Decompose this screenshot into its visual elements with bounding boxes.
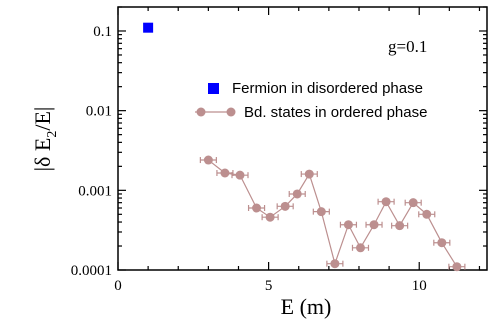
data-point-circle xyxy=(343,220,353,230)
data-point-circle xyxy=(265,212,275,222)
x-tick-label: 0 xyxy=(114,278,122,294)
data-point-circle xyxy=(437,238,447,248)
y-axis-title-post: /E| xyxy=(30,107,55,131)
y-tick-label: 0.001 xyxy=(78,183,112,199)
data-point-circle xyxy=(235,170,245,180)
plot-frame xyxy=(117,6,488,271)
y-tick-label: 0.1 xyxy=(93,24,112,40)
legend: Fermion in disordered phase Bd. states i… xyxy=(195,80,427,121)
data-point-circle xyxy=(422,209,432,219)
data-point-circle xyxy=(381,197,391,207)
data-point-circle xyxy=(355,243,365,253)
y-axis-title-sub: 2 xyxy=(45,131,60,138)
legend-marker-fermion xyxy=(208,83,219,94)
data-point-circle xyxy=(316,207,326,217)
annotation-text: g=0.1 xyxy=(388,37,427,56)
series-1 xyxy=(199,155,466,272)
y-axis-title: |δ E2/E| xyxy=(30,107,60,172)
data-point-circle xyxy=(330,259,340,269)
x-tick-label: 10 xyxy=(412,278,427,294)
x-tick-label: 5 xyxy=(265,278,273,294)
data-point-circle xyxy=(304,169,314,179)
data-point-circle xyxy=(220,168,230,178)
legend-marker-bd-right xyxy=(226,107,236,117)
data-point-circle xyxy=(292,189,302,199)
data-point-circle xyxy=(280,201,290,211)
legend-marker-bd-left xyxy=(196,107,206,117)
legend-label-bd: Bd. states in ordered phase xyxy=(244,104,427,121)
data-point-square xyxy=(143,22,154,33)
data-point-circle xyxy=(203,155,213,165)
data-point-circle xyxy=(395,221,405,231)
y-tick-label: 0.0001 xyxy=(71,263,112,279)
data-point-circle xyxy=(452,262,462,272)
y-axis-title-pre: |δ E xyxy=(30,138,55,172)
data-point-circle xyxy=(252,203,262,213)
data-point-circle xyxy=(408,198,418,208)
y-tick-label: 0.01 xyxy=(86,104,112,120)
legend-label-fermion: Fermion in disordered phase xyxy=(232,80,423,97)
data-point-circle xyxy=(369,220,379,230)
x-axis-title: E (m) xyxy=(281,294,332,319)
series-0 xyxy=(143,22,154,33)
series-line xyxy=(207,159,458,268)
